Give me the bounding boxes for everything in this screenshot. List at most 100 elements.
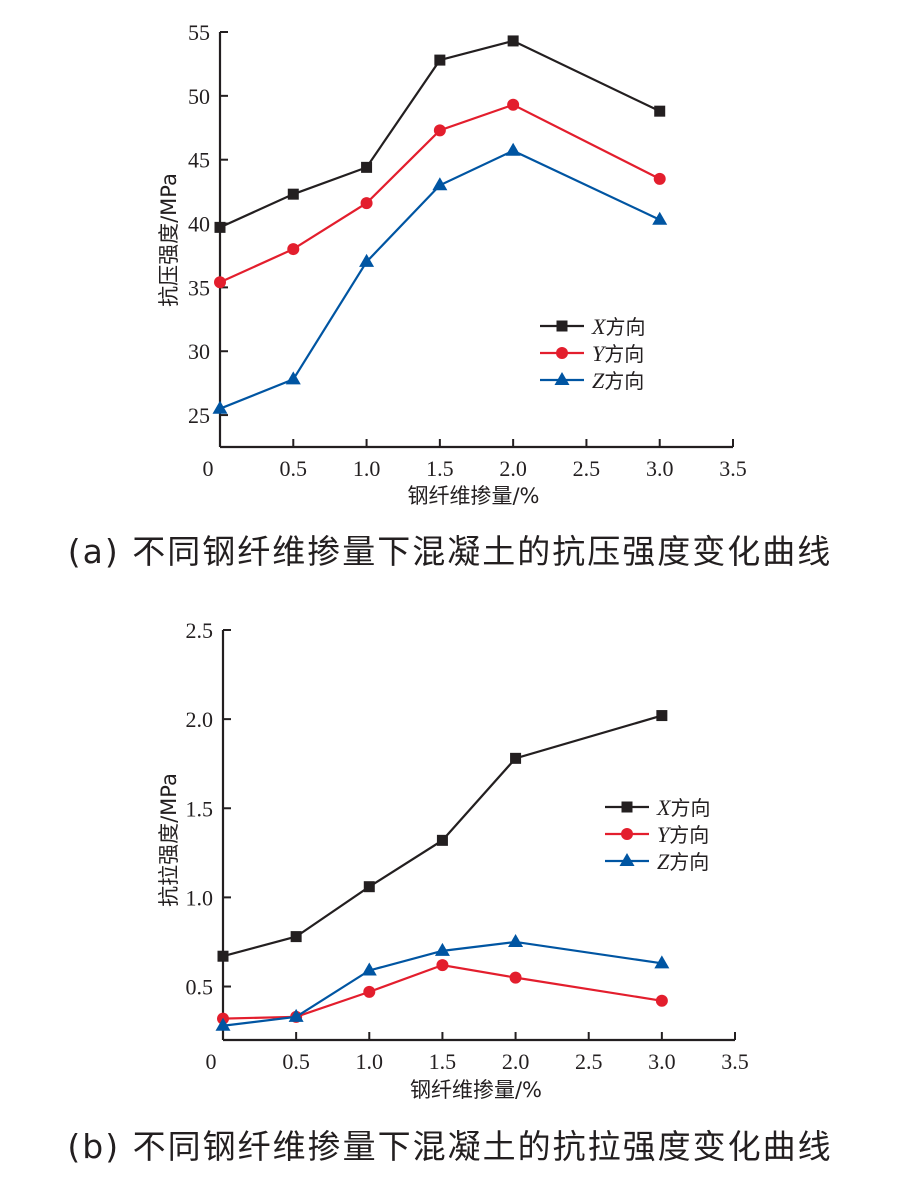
data-point <box>285 371 301 385</box>
data-point <box>287 188 299 200</box>
data-point <box>509 971 522 984</box>
data-point <box>359 253 375 267</box>
data-point <box>363 985 376 998</box>
x-tick-label: 2.5 <box>573 456 601 481</box>
series-line <box>219 39 661 229</box>
figure-caption: (a) 不同钢纤维掺量下混凝土的抗压强度变化曲线 <box>68 532 832 571</box>
x-tick-label: 3.0 <box>648 1049 676 1074</box>
y-tick-label: 50 <box>188 84 210 109</box>
legend-direction-text: 方向 <box>604 369 644 393</box>
series-x <box>214 35 666 233</box>
series-x <box>217 710 668 962</box>
x-axis-label: 钢纤维掺量/% <box>410 1078 542 1102</box>
data-point <box>434 54 446 66</box>
y-axis-label: 抗拉强度/MPa <box>157 773 181 907</box>
legend-direction-text: 方向 <box>669 823 709 847</box>
data-point <box>290 931 302 943</box>
data-point <box>656 710 668 722</box>
x-tick-label: 2.0 <box>499 456 527 481</box>
data-point <box>508 933 524 947</box>
y-tick-label: 25 <box>188 403 210 428</box>
data-point <box>655 994 668 1007</box>
series-line <box>219 149 661 410</box>
y-tick-label: 40 <box>188 212 210 237</box>
legend-axis-letter: X <box>591 314 607 339</box>
legend-direction-text: 方向 <box>670 796 710 820</box>
data-point <box>214 276 226 289</box>
data-point <box>507 98 520 111</box>
legend-label: Y方向 <box>592 341 644 366</box>
x-axis-label: 钢纤维掺量/% <box>407 484 539 508</box>
x-tick-label: 1.5 <box>426 456 454 481</box>
legend-axis-letter: X <box>656 795 672 820</box>
legend-direction-text: 方向 <box>604 342 644 366</box>
legend-item: X方向 <box>540 314 645 339</box>
legend-label: X方向 <box>656 795 710 820</box>
x-tick-label: 0.5 <box>282 1049 310 1074</box>
data-point <box>652 211 668 225</box>
legend-label: Y方向 <box>657 822 709 847</box>
series-line <box>222 714 663 958</box>
x-tick-label: 1.0 <box>353 456 381 481</box>
legend-axis-letter: Z <box>657 849 670 874</box>
x-tick-label: 2.0 <box>502 1049 530 1074</box>
y-tick-label: 1.0 <box>186 885 214 910</box>
data-point <box>505 142 521 156</box>
x-tick-label: 0 <box>206 1049 217 1074</box>
legend-item: Y方向 <box>605 822 709 847</box>
legend-marker <box>556 320 568 332</box>
x-tick-label: 3.5 <box>721 1049 749 1074</box>
data-point <box>432 177 448 191</box>
chart-panel-a: 25 30 35 40 45 50 55 0 0.5 1.0 1.5 2.0 2.5 3.0 3.5 钢纤维掺… <box>68 20 832 571</box>
x-tick-label: 1.5 <box>429 1049 457 1074</box>
x-tick-label: 1.0 <box>356 1049 384 1074</box>
y-tick-label: 2.5 <box>186 618 214 643</box>
x-tick-label: 2.5 <box>575 1049 603 1074</box>
series-line <box>219 103 661 284</box>
legend-marker <box>621 801 633 813</box>
data-point <box>654 105 666 117</box>
legend-axis-letter: Z <box>592 368 605 393</box>
data-point <box>510 752 522 764</box>
chart-panel-b: 0.5 1.0 1.5 2.0 2.5 0 0.5 1.0 1.5 2.0 2.5 3.0 3.5 钢纤维… <box>67 618 832 1166</box>
legend-label: X方向 <box>591 314 645 339</box>
y-tick-label: 0.5 <box>186 975 214 1000</box>
data-point <box>654 955 670 969</box>
y-tick-label: 35 <box>188 275 210 300</box>
series-z <box>212 142 668 414</box>
data-point <box>507 35 519 47</box>
legend-marker <box>621 828 633 840</box>
legend-axis-letter: Y <box>592 341 607 366</box>
legend-direction-text: 方向 <box>605 315 645 339</box>
legend-axis-letter: Y <box>657 822 672 847</box>
data-point <box>433 124 446 137</box>
data-point <box>212 400 228 414</box>
legend-marker <box>554 372 570 385</box>
legend-item: Z方向 <box>540 368 644 393</box>
legend-item: Y方向 <box>540 341 644 366</box>
data-point <box>287 243 300 256</box>
legend-label: Z方向 <box>657 849 709 874</box>
y-tick-label: 2.0 <box>186 707 214 732</box>
data-point <box>361 161 373 173</box>
data-point <box>215 1017 231 1031</box>
x-tick-label: 0 <box>203 456 214 481</box>
series-line <box>222 963 663 1020</box>
data-point <box>214 221 226 233</box>
legend-marker <box>619 853 635 866</box>
y-tick-label: 30 <box>188 339 210 364</box>
data-point <box>288 1008 304 1022</box>
legend-item: Z方向 <box>605 849 709 874</box>
y-tick-label: 1.5 <box>186 796 214 821</box>
data-point <box>436 834 448 846</box>
data-point <box>434 942 450 956</box>
series-y <box>217 959 668 1025</box>
y-axis-label: 抗压强度/MPa <box>157 173 181 307</box>
y-tick-label: 45 <box>188 148 210 173</box>
y-tick-label: 55 <box>188 20 210 45</box>
legend-marker <box>556 347 568 359</box>
legend-item: X方向 <box>605 795 710 820</box>
figure-caption: (b) 不同钢纤维掺量下混凝土的抗拉强度变化曲线 <box>67 1127 832 1166</box>
